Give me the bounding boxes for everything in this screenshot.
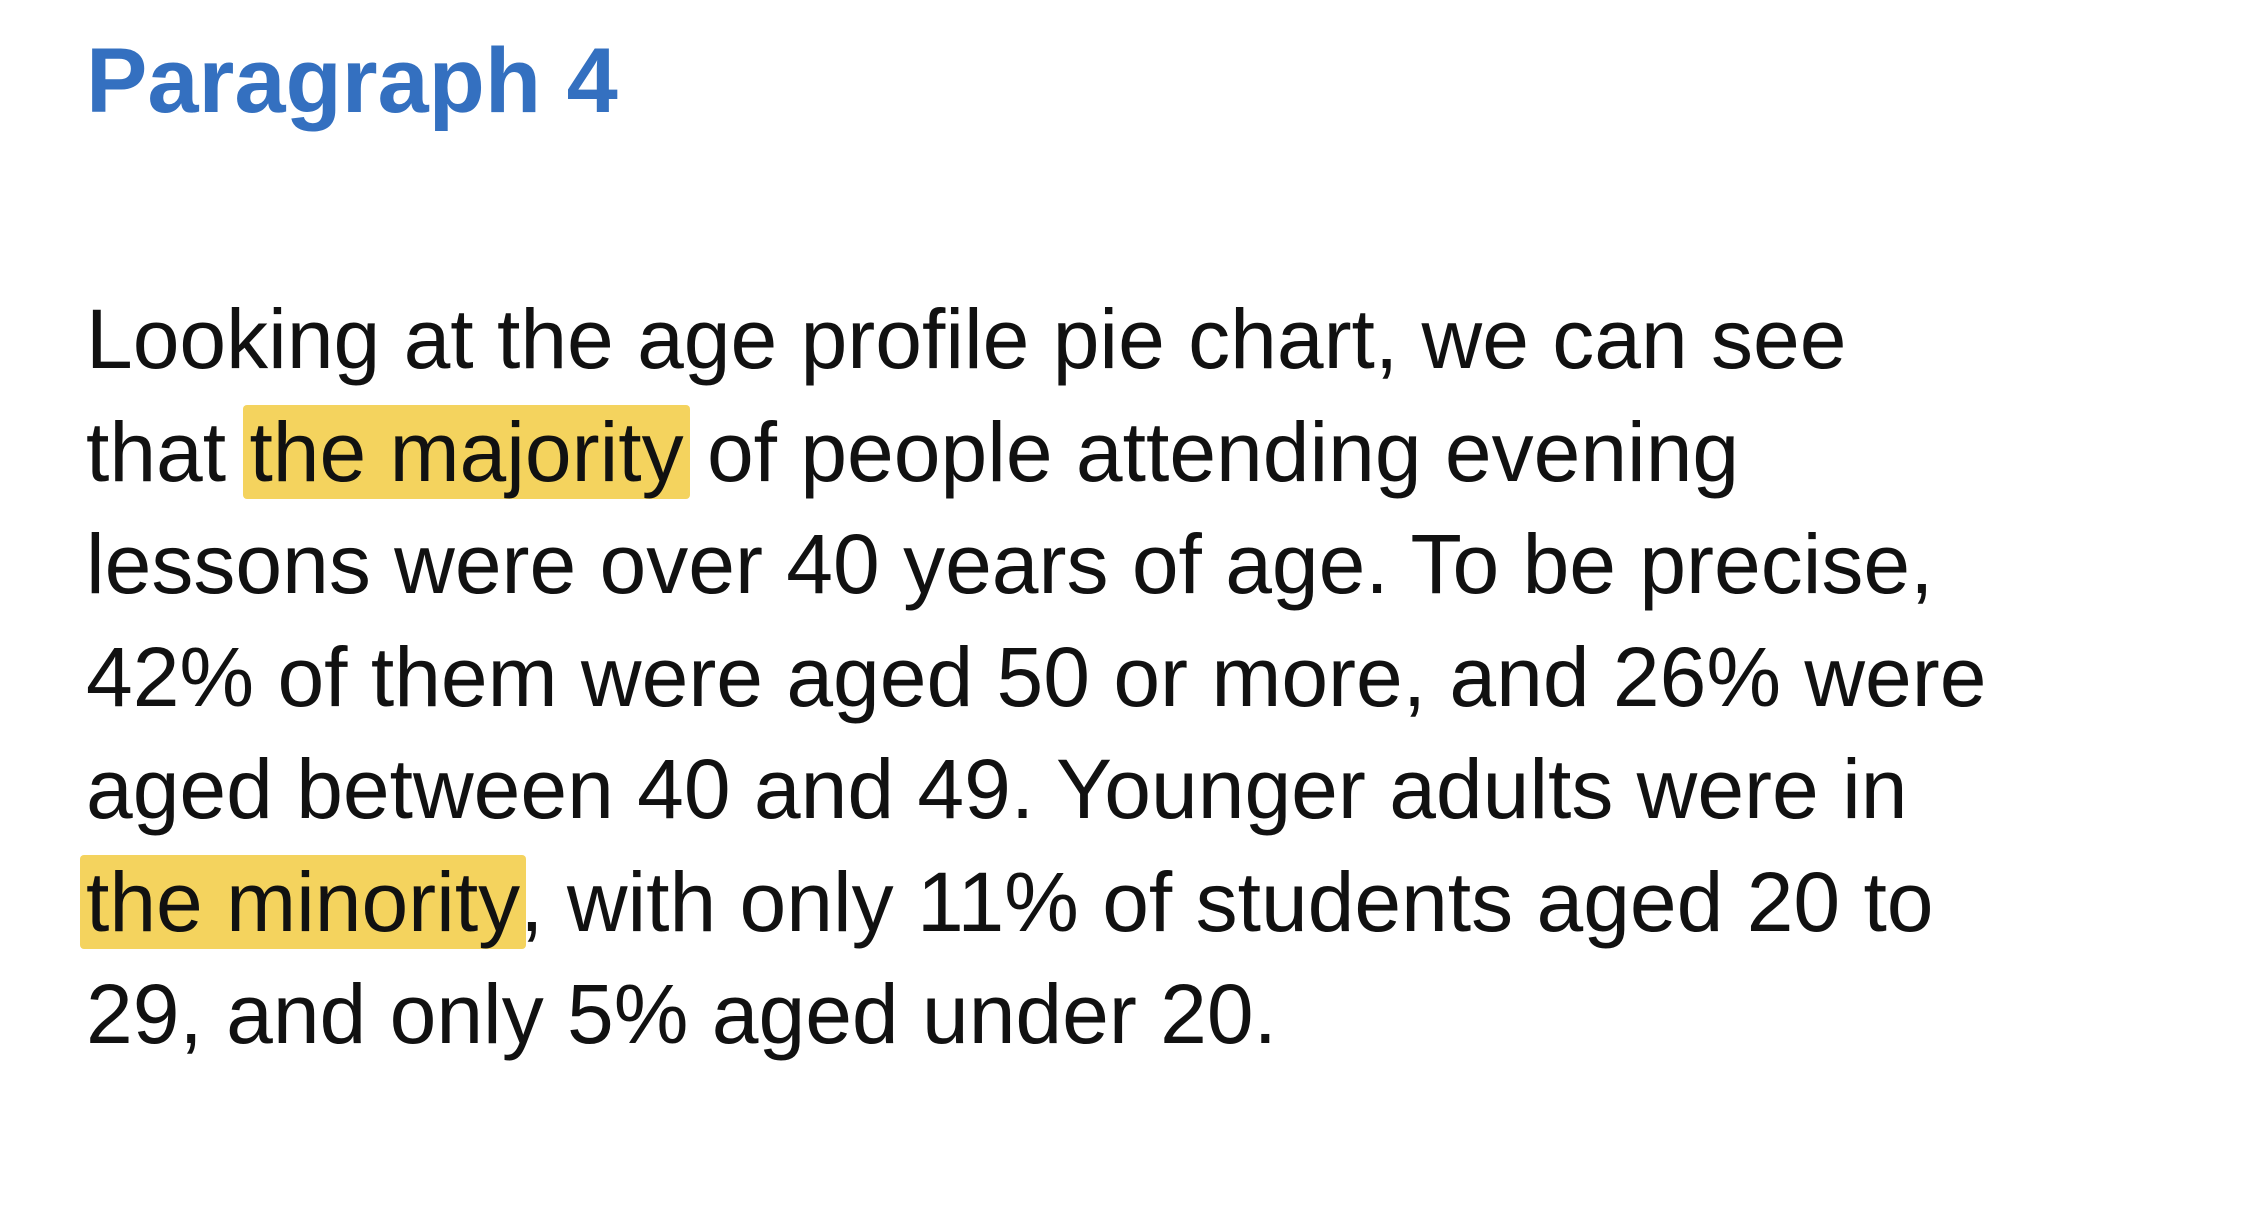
line-text: that <box>86 404 250 499</box>
paragraph-title: Paragraph 4 <box>86 30 618 132</box>
paragraph-line-7: 29, and only 5% aged under 20. <box>86 958 2236 1071</box>
paragraph-line-3: lessons were over 40 years of age. To be… <box>86 508 2236 621</box>
highlight-the-minority: the minority <box>80 854 527 949</box>
paragraph-line-5: aged between 40 and 49. Younger adults w… <box>86 733 2236 846</box>
paragraph-line-1: Looking at the age profile pie chart, we… <box>86 283 2236 396</box>
paragraph-line-4: 42% of them were aged 50 or more, and 26… <box>86 621 2236 734</box>
line-text: aged between 40 and 49. Younger adults w… <box>86 742 1908 836</box>
line-text: of people attending evening <box>683 404 1740 499</box>
line-text: 42% of them were aged 50 or more, and 26… <box>86 629 1987 724</box>
paragraph-body: Looking at the age profile pie chart, we… <box>80 283 2236 1071</box>
paragraph-line-2: that the majority of people attending ev… <box>86 396 2236 509</box>
highlight-the-majority: the majority <box>243 404 690 499</box>
line-text: , with only 11% of students aged 20 to <box>520 854 1934 949</box>
line-text: lessons were over 40 years of age. To be… <box>86 517 1934 611</box>
paragraph-line-6: the minority, with only 11% of students … <box>80 846 2236 959</box>
line-text: Looking at the age profile pie chart, we… <box>86 292 1847 386</box>
line-text: 29, and only 5% aged under 20. <box>86 967 1277 1061</box>
